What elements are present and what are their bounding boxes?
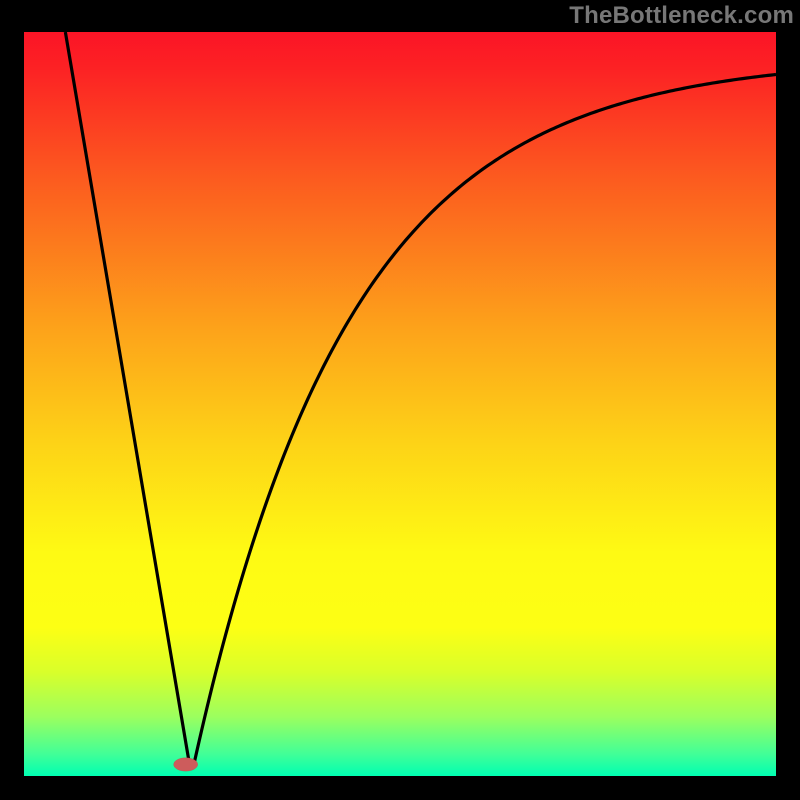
watermark-text: TheBottleneck.com [569,2,794,30]
plot-background-gradient [24,32,776,776]
chart-container: { "watermark": { "text": "TheBottleneck.… [0,0,800,800]
bottleneck-curve-chart [0,0,800,800]
optimal-point-marker [174,758,198,771]
